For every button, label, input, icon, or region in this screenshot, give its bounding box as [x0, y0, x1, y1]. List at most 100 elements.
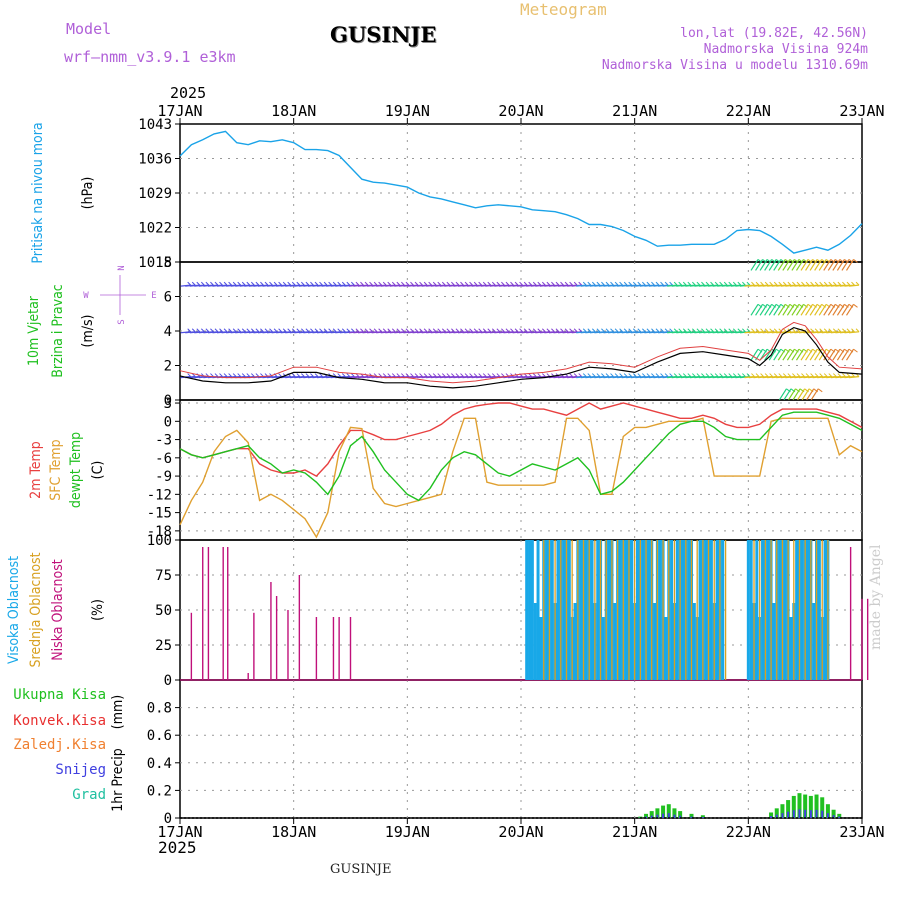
wind-barb — [814, 328, 819, 333]
wind-barb — [491, 328, 496, 333]
wind-barb — [469, 328, 473, 333]
wind-barb — [660, 281, 664, 286]
wind-barb — [848, 331, 860, 334]
wind-barb — [723, 373, 728, 377]
x-label-bottom: 18JAN — [271, 823, 316, 841]
wind-barb — [742, 328, 746, 333]
wind-barb — [805, 328, 810, 333]
wind-barb — [632, 281, 637, 286]
wind-barb-strong — [768, 348, 777, 361]
wind-barb — [819, 328, 824, 333]
wind-barb — [364, 328, 369, 333]
wind-barb-strong — [841, 303, 850, 316]
wind-barb — [591, 328, 596, 333]
wind-barb — [805, 281, 810, 286]
precip-ytick-label: 0.8 — [147, 701, 172, 717]
precip-bar-total — [689, 813, 694, 818]
wind-barb — [501, 373, 505, 377]
cloud-bar-high — [664, 617, 668, 680]
x-label-bottom: 17JAN — [157, 823, 202, 841]
cloud-bar-high — [658, 540, 662, 680]
wind-barb — [614, 373, 619, 377]
wind-barb — [851, 281, 855, 286]
wind-barb — [673, 328, 678, 333]
wind-barb — [191, 328, 196, 333]
wind-barb — [382, 281, 387, 286]
wind-barb — [773, 373, 778, 377]
wind-barb — [560, 328, 564, 333]
wind-barb-strong — [777, 303, 786, 316]
wind-barb — [460, 281, 464, 286]
precip-bar-snow — [832, 815, 835, 818]
wind-barb — [305, 281, 310, 286]
wind-barb — [269, 281, 273, 286]
wind-barb — [582, 281, 587, 286]
wind-barb — [341, 328, 346, 333]
wind-barb — [278, 328, 282, 333]
cloud-bar-high — [607, 540, 611, 680]
wind-barb — [710, 328, 714, 333]
wind-barb-strong — [750, 303, 759, 316]
wind-barb — [587, 373, 592, 377]
wind-barb — [319, 373, 323, 377]
wind-barb — [769, 328, 774, 333]
wind-barb — [564, 328, 569, 333]
wind-ytick-label: 0 — [164, 393, 172, 409]
wind-barb — [746, 373, 751, 377]
wind-barb — [419, 373, 423, 377]
wind-barb — [855, 328, 860, 333]
cloud-axis-label: Visoka Oblacnost — [6, 556, 22, 664]
precip-bar-total — [814, 794, 819, 818]
wind-barb — [250, 281, 255, 286]
wind-barb-strong — [805, 259, 814, 271]
wind-barb — [546, 281, 551, 286]
wind-barb — [514, 281, 519, 286]
wind-barbs — [180, 259, 860, 401]
cloud-bar-high — [746, 540, 750, 680]
wind-barb — [455, 281, 460, 286]
wind-barb-strong — [800, 348, 809, 361]
wind-barb-strong — [750, 259, 759, 271]
cloud-bar-high — [641, 540, 645, 680]
cloud-bar-high — [530, 540, 534, 680]
wind-barb — [451, 281, 455, 286]
wind-barb — [469, 281, 473, 286]
wind-barb — [737, 281, 742, 286]
wind-barb — [187, 281, 192, 286]
wind-barb — [401, 281, 405, 286]
wind-barb — [228, 373, 232, 377]
temperature-ytick-label: -9 — [155, 469, 172, 485]
wind-barb — [587, 281, 592, 286]
pressure-ytick-label: 1043 — [138, 117, 172, 133]
precip-bar-total — [808, 795, 813, 818]
cloud-bar-high — [562, 540, 566, 680]
cloud-bar-high — [539, 617, 543, 680]
wind-barb — [196, 281, 201, 286]
wind-barb — [355, 328, 360, 333]
wind-barb — [214, 328, 219, 333]
wind-barb — [714, 373, 719, 377]
wind-barb — [696, 281, 701, 286]
wind-barb — [460, 328, 464, 333]
wind-barb — [287, 328, 292, 333]
wind-barb — [428, 373, 433, 377]
wind-barb — [751, 281, 755, 286]
cloud-axis-label-2: Srednja Oblacnost — [28, 552, 44, 667]
wind-barb — [219, 328, 223, 333]
wind-barb — [801, 281, 805, 286]
wind-barb — [687, 328, 692, 333]
wind-barb — [591, 281, 596, 286]
wind-barb — [787, 281, 792, 286]
wind-barb — [605, 281, 610, 286]
wind-barb — [578, 373, 583, 377]
wind-barb — [332, 373, 337, 377]
cloud-bar-high — [715, 540, 719, 680]
wind-barb — [701, 328, 705, 333]
footer-city: GUSINJE — [330, 862, 392, 877]
wind-barb — [651, 328, 655, 333]
precip-legend-0: Ukupna Kisa — [13, 687, 106, 703]
wind-barb — [732, 373, 737, 377]
wind-barb — [369, 328, 373, 333]
precip-bar-total — [672, 808, 677, 818]
wind-barb-strong — [795, 348, 804, 361]
